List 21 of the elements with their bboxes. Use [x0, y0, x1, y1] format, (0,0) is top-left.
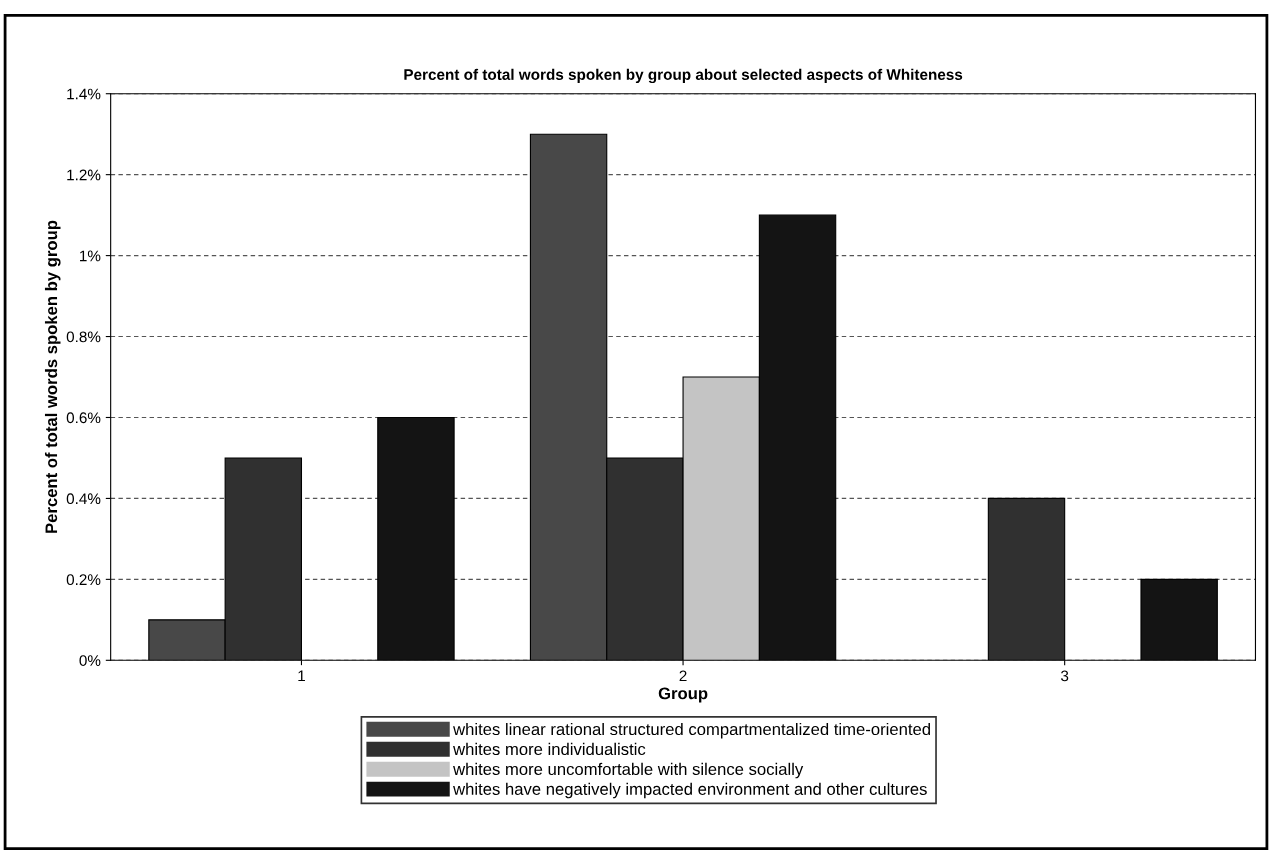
legend-label: whites more individualistic — [453, 742, 646, 756]
bar — [377, 416, 455, 661]
y-tick-label: 0.2% — [66, 574, 101, 586]
bar — [1140, 578, 1218, 661]
y-tick-label: 1.4% — [67, 88, 101, 100]
x-axis-title: Group — [658, 687, 708, 703]
bar — [987, 497, 1066, 661]
y-tick-label: 1.2% — [67, 169, 101, 181]
y-tick-label: 0.8% — [66, 331, 101, 343]
x-tick-label: 3 — [1061, 670, 1069, 682]
legend-label: whites more uncomfortable with silence socially — [453, 762, 804, 779]
x-tick-label: 2 — [679, 670, 687, 682]
chart-title: Percent of total words spoken by group about selected aspects of Whiteness — [404, 68, 963, 84]
y-tick-label: 1% — [80, 250, 101, 262]
y-tick-label: 0.6% — [66, 412, 101, 424]
y-tick-label: 0.4% — [66, 493, 101, 505]
legend-label: whites linear rational structured compartmentalized time-oriented — [453, 722, 930, 739]
y-tick-label: 0% — [79, 655, 101, 666]
legend-label: whites have negatively impacted environment and other cultures — [453, 782, 927, 799]
y-axis-title: Percent of total words spoken by group — [44, 220, 61, 533]
x-tick-label: 1 — [298, 670, 305, 682]
